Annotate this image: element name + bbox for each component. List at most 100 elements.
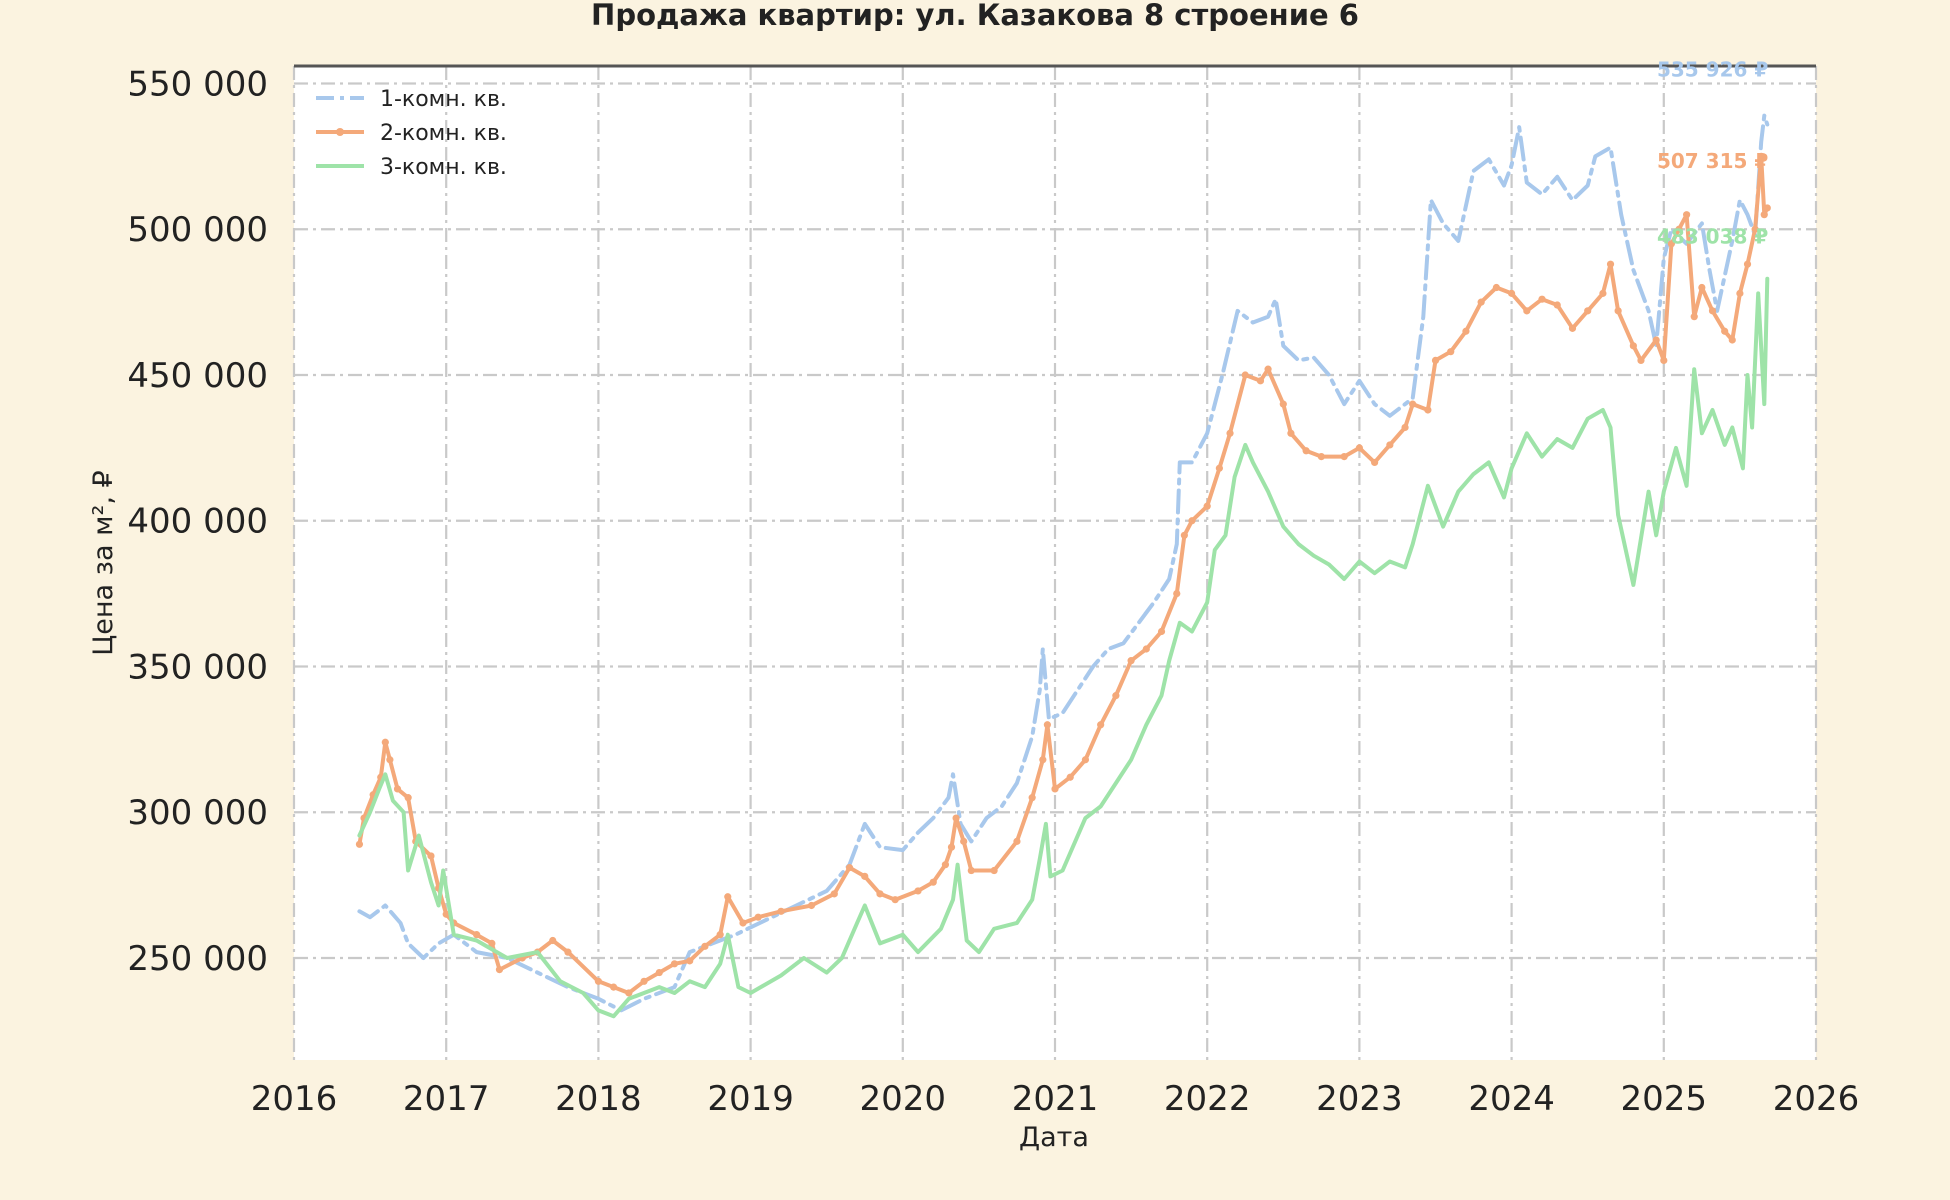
y-tick-label: 400 000 — [127, 502, 268, 542]
series-point — [724, 893, 732, 901]
series-point — [1355, 444, 1363, 452]
series-point — [670, 960, 679, 968]
series-point — [1652, 336, 1660, 344]
series-point — [1371, 458, 1379, 467]
series-point — [1127, 657, 1135, 665]
series-point — [495, 966, 504, 974]
series-point — [1584, 307, 1592, 315]
series-point — [1256, 377, 1265, 385]
series-point — [1226, 429, 1234, 437]
series-point — [427, 852, 435, 860]
series-point — [1690, 313, 1698, 321]
series-point — [1763, 204, 1771, 212]
series-point — [716, 931, 724, 939]
series-point — [1760, 211, 1768, 219]
series-point — [1142, 645, 1150, 653]
series-point — [754, 913, 762, 921]
legend: 1-комн. кв. 2-комн. кв. 3-комн. кв. — [316, 87, 507, 180]
series-point — [929, 878, 937, 886]
series-point — [777, 907, 785, 915]
series-point — [1568, 324, 1577, 332]
series-point — [1051, 785, 1059, 793]
series-point — [1173, 590, 1181, 598]
series-point — [876, 890, 884, 898]
series-end-label: 483 038 ₽ — [1657, 225, 1768, 249]
series-line — [357, 113, 1770, 1013]
series-line — [357, 276, 1770, 1019]
series-point — [1743, 260, 1752, 268]
series-point — [947, 843, 956, 851]
series-point — [1039, 756, 1047, 764]
series-point — [845, 864, 854, 872]
series-point — [1279, 400, 1287, 408]
series-point — [442, 910, 450, 918]
series-point — [1013, 837, 1021, 845]
series-point — [1477, 298, 1485, 306]
x-tick-label: 2023 — [1316, 1079, 1403, 1119]
series-point — [941, 861, 950, 869]
series-point — [1241, 371, 1249, 379]
series-point — [1302, 447, 1310, 455]
y-tick-label: 550 000 — [127, 64, 268, 104]
series-point — [1721, 327, 1729, 335]
x-tick-label: 2026 — [1773, 1079, 1860, 1119]
series-point — [830, 890, 838, 898]
series-point — [564, 948, 572, 956]
series-point — [1157, 627, 1166, 636]
series-point — [1043, 721, 1051, 729]
series-point — [1028, 794, 1036, 802]
series-point — [1081, 756, 1090, 764]
series-point — [1629, 342, 1637, 350]
series-1 — [357, 113, 1770, 1013]
series-point — [640, 977, 648, 985]
series-point — [625, 989, 633, 997]
series-point — [1492, 283, 1500, 292]
series-point — [1066, 773, 1074, 781]
x-tick-label: 2025 — [1621, 1079, 1708, 1119]
series-point — [594, 977, 603, 985]
series-point — [701, 942, 709, 950]
series-point — [1523, 307, 1531, 315]
series-point — [1287, 429, 1295, 437]
series-end-label: 507 315 ₽ — [1657, 149, 1768, 173]
series-point — [1538, 295, 1546, 303]
legend-label: 1-комн. кв. — [380, 87, 507, 112]
x-tick-label: 2020 — [860, 1079, 947, 1119]
series-point — [967, 866, 975, 875]
chart-title: Продажа квартир: ул. Казакова 8 строение… — [591, 0, 1359, 32]
grid-lines — [292, 66, 1818, 1060]
x-tick-label: 2022 — [1164, 1079, 1251, 1119]
series-point — [1708, 307, 1717, 315]
series-point — [381, 738, 389, 746]
series-3 — [357, 276, 1770, 1019]
series-point — [1462, 327, 1470, 335]
series-end-label: 535 926 ₽ — [1657, 58, 1768, 82]
y-tick-label: 300 000 — [127, 793, 268, 833]
series-2 — [355, 152, 1771, 997]
series-point — [1188, 517, 1196, 525]
series-point — [473, 931, 481, 939]
x-axis-label: Дата — [1019, 1122, 1089, 1153]
x-tick-label: 2017 — [403, 1079, 490, 1119]
series-point — [861, 872, 869, 880]
series-point — [1447, 348, 1455, 356]
series-point — [386, 756, 394, 764]
series-point — [1736, 289, 1744, 297]
legend-label: 2-комн. кв. — [380, 121, 507, 146]
series-point — [1757, 152, 1765, 160]
series-point — [1401, 423, 1409, 432]
series-point — [1728, 336, 1736, 344]
series-point — [1553, 301, 1561, 309]
series-point — [1751, 225, 1759, 233]
x-tick-label: 2019 — [707, 1079, 794, 1119]
series-point — [1637, 356, 1645, 365]
series-point — [393, 785, 402, 793]
y-tick-label: 350 000 — [127, 647, 268, 687]
x-tick-label: 2021 — [1012, 1079, 1099, 1119]
series-point — [807, 901, 816, 910]
series-point — [549, 936, 557, 945]
series-point — [914, 887, 922, 895]
end-value-labels: 535 926 ₽ 507 315 ₽ 483 038 ₽ — [1657, 58, 1768, 249]
